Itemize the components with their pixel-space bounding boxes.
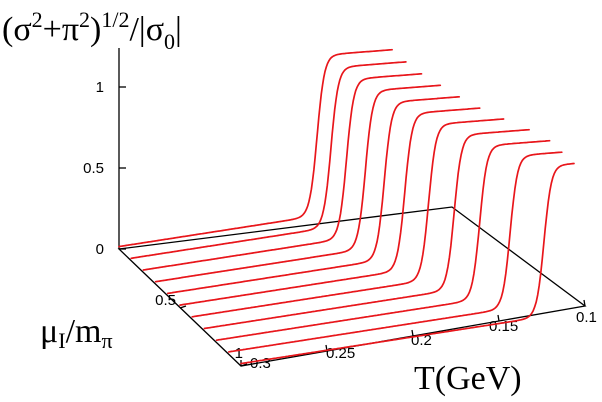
z-axis-title-part: (σ: [2, 11, 32, 48]
base-plane-box: [117, 206, 587, 367]
mu-axis-title-part: π: [101, 328, 112, 353]
t-tick-mark: [497, 314, 500, 322]
mu-axis-title: μI/mπ: [40, 313, 113, 353]
mu-axis-title-part: μ: [40, 313, 58, 350]
condensate-curve-mu-1: [240, 162, 575, 365]
condensate-curve-mu-0.8: [215, 139, 551, 342]
z-tick-label: 1: [96, 79, 104, 96]
mu-tick-label: 0.5: [155, 292, 176, 309]
z-axis-title: (σ2+π2)1/2/|σ0|: [2, 7, 182, 54]
z-tick-label: 0: [96, 241, 104, 258]
condensate-curve-mu-0: [118, 48, 393, 248]
condensate-curve-mu-0.3: [154, 84, 442, 283]
condensate-curve-mu-0.4: [166, 95, 461, 295]
mu-axis-title-part: /m: [66, 313, 102, 350]
condensate-curve-mu-0.9: [227, 151, 563, 353]
condensate-curve-mu-0.2: [142, 72, 423, 271]
curve-group: [118, 48, 575, 365]
z-axis-title-part: 2: [32, 7, 43, 32]
condensate-curve-mu-0.6: [191, 118, 505, 318]
z-axis-title-part: 0: [164, 29, 175, 54]
mu-axis-title-part: I: [58, 328, 65, 353]
condensate-curve-mu-0.1: [130, 61, 407, 260]
t-tick-label: 0.3: [250, 355, 271, 372]
z-axis-title-part: 1/2: [101, 7, 129, 32]
condensate-curve-mu-0.5: [179, 107, 481, 306]
mu-tick-mark: [179, 305, 187, 309]
t-tick-mark: [583, 299, 586, 307]
t-tick-mark: [411, 329, 414, 337]
t-tick-label: 0.1: [576, 309, 597, 326]
z-axis-title-part: /|σ: [129, 11, 164, 48]
t-axis-title: T(GeV): [414, 360, 522, 397]
z-axis-title-part: 2: [79, 7, 90, 32]
z-axis-title-part: +π: [43, 11, 79, 48]
z-axis-title-part: |: [175, 11, 182, 48]
condensate-curve-mu-0.7: [203, 128, 530, 330]
z-tick-label: 0.5: [83, 160, 104, 177]
mu-tick-label: 1: [235, 345, 243, 362]
mu-tick-mark: [240, 363, 248, 367]
z-axis-title-part: ): [90, 11, 101, 48]
